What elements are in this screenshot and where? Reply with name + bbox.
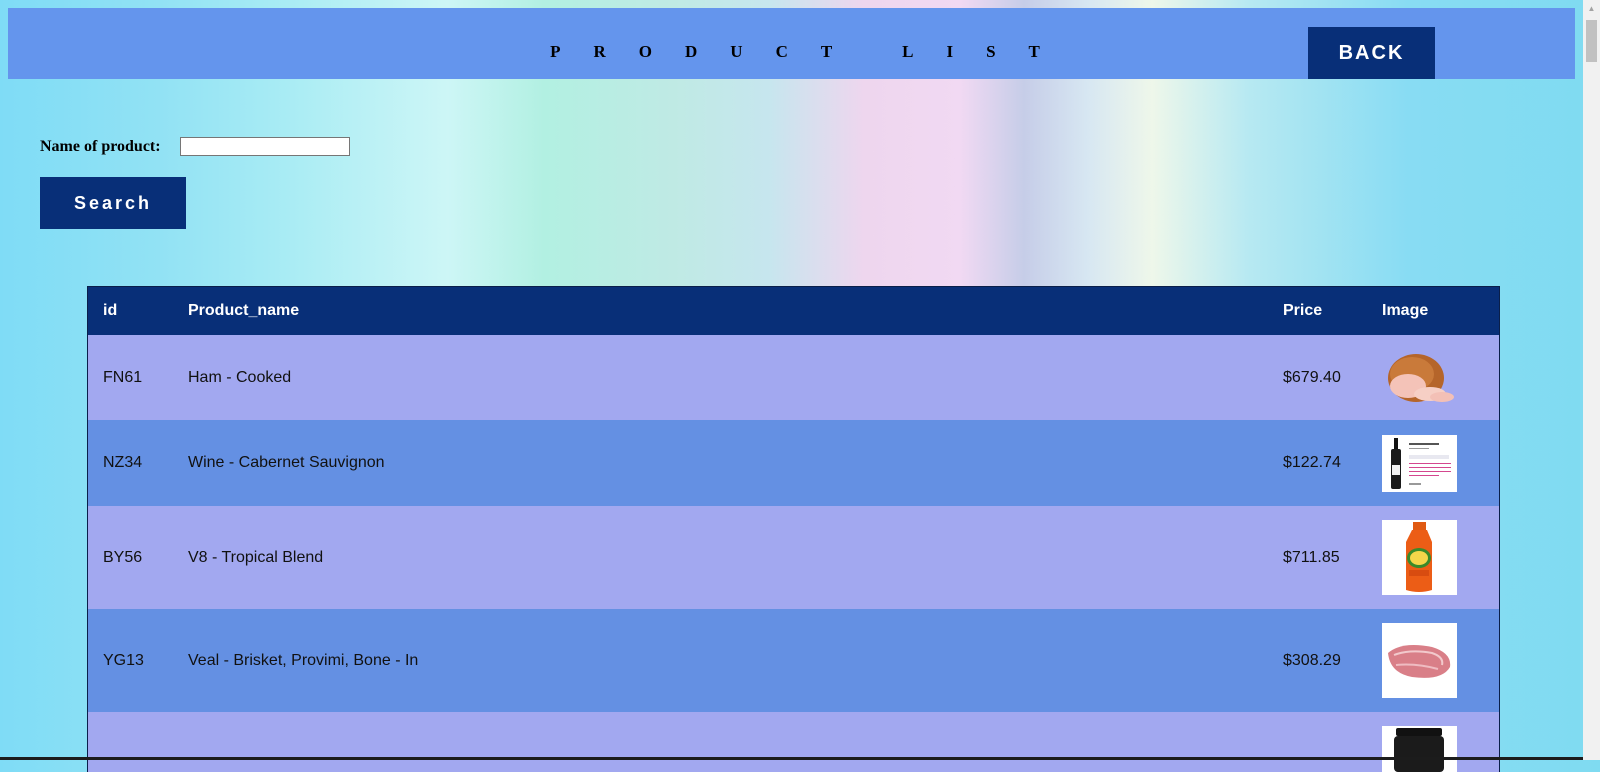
cell-id: [88, 712, 173, 772]
veal-image: [1382, 623, 1457, 698]
cell-product-name: Ham - Cooked: [173, 335, 1268, 420]
cell-image: [1367, 420, 1499, 506]
horizontal-scrollbar: [0, 757, 1583, 760]
page: PRODUCT LIST BACK Name of product: Searc…: [8, 8, 1575, 772]
back-button[interactable]: BACK: [1308, 27, 1435, 79]
cell-image: [1367, 712, 1499, 772]
cell-image: [1367, 335, 1499, 420]
cell-id: FN61: [88, 335, 173, 420]
cell-image: [1367, 609, 1499, 712]
search-label: Name of product:: [40, 138, 161, 155]
table-row: BY56 V8 - Tropical Blend $711.85: [88, 506, 1499, 609]
column-header-product-name: Product_name: [173, 287, 1268, 335]
search-input[interactable]: [180, 137, 350, 156]
cell-id: NZ34: [88, 420, 173, 506]
cell-price: $308.29: [1268, 609, 1367, 712]
search-button[interactable]: Search: [40, 177, 186, 229]
table-row: YG13 Veal - Brisket, Provimi, Bone - In …: [88, 609, 1499, 712]
wine-image: [1382, 434, 1457, 492]
product-table: id Product_name Price Image FN61 Ham - C…: [87, 286, 1500, 772]
table-row: NZ34 Wine - Cabernet Sauvignon $122.74: [88, 420, 1499, 506]
cell-image: [1367, 506, 1499, 609]
cell-price: [1268, 712, 1367, 772]
jar-image: [1382, 726, 1457, 772]
table-row: FN61 Ham - Cooked $679.40: [88, 335, 1499, 420]
column-header-price: Price: [1268, 287, 1367, 335]
cell-product-name: V8 - Tropical Blend: [173, 506, 1268, 609]
page-title: PRODUCT LIST: [550, 42, 1073, 61]
cell-price: $122.74: [1268, 420, 1367, 506]
table-header-row: id Product_name Price Image: [88, 287, 1499, 335]
table-row: [88, 712, 1499, 772]
cell-product-name: Veal - Brisket, Provimi, Bone - In: [173, 609, 1268, 712]
cell-price: $711.85: [1268, 506, 1367, 609]
cell-id: YG13: [88, 609, 173, 712]
cell-product-name: [173, 712, 1268, 772]
header-bar: PRODUCT LIST BACK: [8, 8, 1575, 79]
column-header-id: id: [88, 287, 173, 335]
cell-id: BY56: [88, 506, 173, 609]
column-header-image: Image: [1367, 287, 1499, 335]
juice-bottle-image: [1382, 520, 1457, 595]
cell-product-name: Wine - Cabernet Sauvignon: [173, 420, 1268, 506]
scrollbar-thumb[interactable]: [1586, 20, 1597, 62]
vertical-scrollbar[interactable]: ▲: [1583, 0, 1600, 760]
ham-image: [1382, 348, 1457, 408]
scroll-up-arrow-icon[interactable]: ▲: [1587, 4, 1596, 13]
cell-price: $679.40: [1268, 335, 1367, 420]
